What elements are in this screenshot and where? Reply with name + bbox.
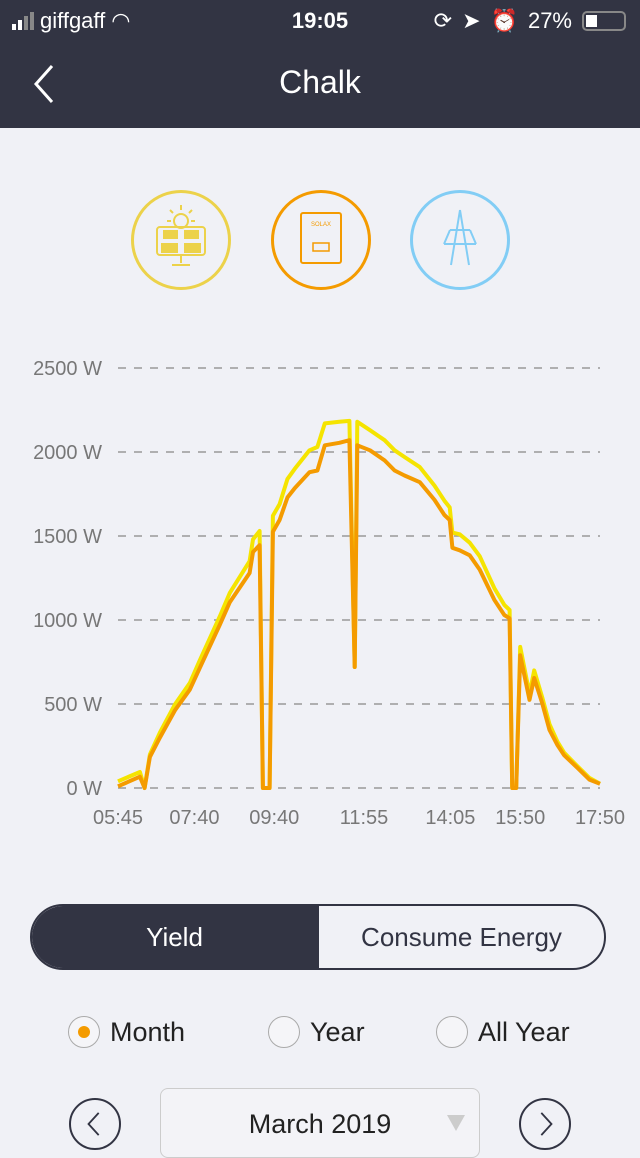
radio-year[interactable]: Year bbox=[268, 1016, 365, 1048]
y-tick-label: 500 W bbox=[44, 694, 102, 716]
radio-button-selected[interactable] bbox=[68, 1016, 100, 1048]
alarm-icon: ⏰ bbox=[490, 8, 518, 33]
y-tick-label: 1500 W bbox=[33, 526, 102, 548]
radio-button[interactable] bbox=[268, 1016, 300, 1048]
y-tick-label: 2000 W bbox=[33, 442, 102, 464]
page-title: Chalk bbox=[279, 64, 361, 100]
date-select[interactable]: March 2019 bbox=[160, 1088, 480, 1158]
solar-panel-button[interactable] bbox=[131, 190, 231, 290]
signal-icon bbox=[12, 12, 34, 30]
power-grid-icon bbox=[443, 209, 477, 266]
x-tick-label: 17:50 bbox=[575, 807, 625, 829]
x-tick-label: 05:45 bbox=[93, 807, 143, 829]
inverter-icon: SOLAX bbox=[300, 212, 342, 264]
x-tick-label: 15:50 bbox=[495, 807, 545, 829]
solar-panel-icon bbox=[156, 205, 206, 266]
battery-icon bbox=[582, 11, 626, 31]
carrier: giffgaff bbox=[40, 8, 106, 33]
series-line-0 bbox=[117, 418, 601, 790]
tab-yield[interactable]: Yield bbox=[32, 906, 317, 968]
inverter-button[interactable]: SOLAX bbox=[271, 190, 371, 290]
previous-button[interactable] bbox=[69, 1098, 121, 1150]
radio-label: Year bbox=[310, 1016, 365, 1047]
x-tick-label: 07:40 bbox=[169, 807, 219, 829]
y-tick-label: 1000 W bbox=[33, 610, 102, 632]
radio-label: Month bbox=[110, 1016, 186, 1047]
clock: 19:05 bbox=[291, 8, 349, 33]
x-tick-label: 11:55 bbox=[340, 807, 389, 829]
x-tick-label: 09:40 bbox=[249, 807, 299, 829]
battery-percent: 27% bbox=[527, 8, 572, 33]
y-tick-label: 0 W bbox=[66, 778, 102, 800]
y-tick-label: 2500 W bbox=[33, 358, 102, 380]
back-button[interactable] bbox=[28, 62, 68, 106]
status-bar: giffgaff ◠ 19:05 ⟳ ➤ ⏰ 27% bbox=[0, 8, 640, 36]
svg-text:SOLAX: SOLAX bbox=[311, 222, 331, 228]
radio-label: All Year bbox=[478, 1016, 570, 1047]
rotation-lock-icon: ⟳ bbox=[433, 8, 453, 33]
tab-consume-energy[interactable]: Consume Energy bbox=[317, 906, 604, 968]
location-icon: ➤ bbox=[462, 8, 481, 33]
x-tick-label: 14:05 bbox=[425, 807, 475, 829]
power-chart: 0 W 500 W 1000 W 1500 W 2000 W 2500 W 05:45 07:… bbox=[33, 358, 625, 829]
grid-button[interactable] bbox=[410, 190, 510, 290]
radio-all-year[interactable]: All Year bbox=[436, 1016, 570, 1048]
series-line-1 bbox=[117, 438, 601, 790]
wifi-icon: ◠ bbox=[111, 8, 131, 33]
header-bar: giffgaff ◠ 19:05 ⟳ ➤ ⏰ 27% Chalk bbox=[0, 0, 640, 128]
radio-month[interactable]: Month bbox=[68, 1016, 185, 1048]
radio-button[interactable] bbox=[436, 1016, 468, 1048]
energy-tabs: Yield Consume Energy bbox=[30, 904, 606, 970]
dropdown-arrow-icon bbox=[447, 1115, 465, 1131]
next-button[interactable] bbox=[519, 1098, 571, 1150]
date-value: March 2019 bbox=[248, 1109, 392, 1139]
